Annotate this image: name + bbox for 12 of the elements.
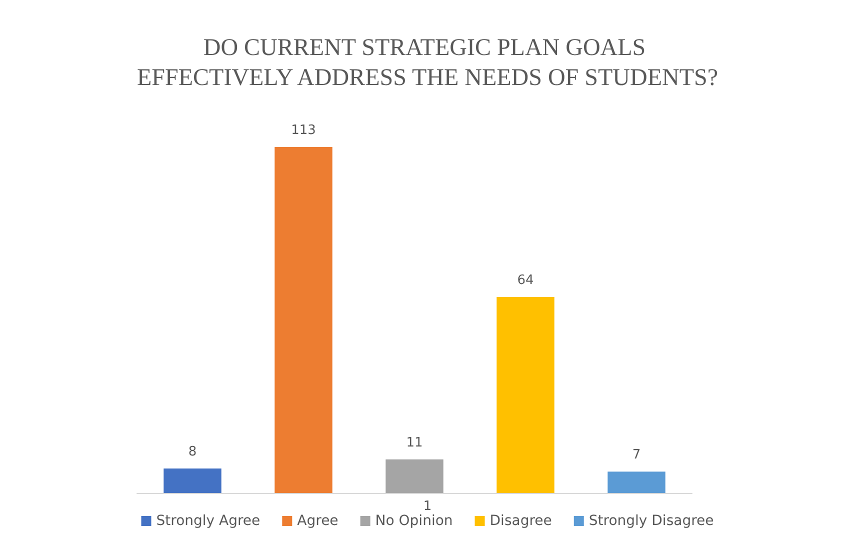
legend-label: Strongly Disagree (588, 513, 714, 529)
data-label: 8 (188, 444, 197, 460)
data-label: 11 (406, 435, 423, 450)
data-label: 64 (517, 273, 534, 288)
text: 1 (423, 499, 432, 514)
data-label: 113 (291, 123, 316, 138)
data-label: 7 (632, 448, 641, 463)
legend-label: Agree (297, 513, 338, 529)
chart-title: DO CURRENT STRATEGIC PLAN GOALS EFFECTIVELY ADDRESS THE NEEDS OF STUDENTS? (137, 35, 718, 91)
legend-label: Strongly Agree (156, 513, 260, 529)
legend-label: Disagree (490, 513, 552, 529)
legend-label: No Opinion (375, 513, 453, 529)
